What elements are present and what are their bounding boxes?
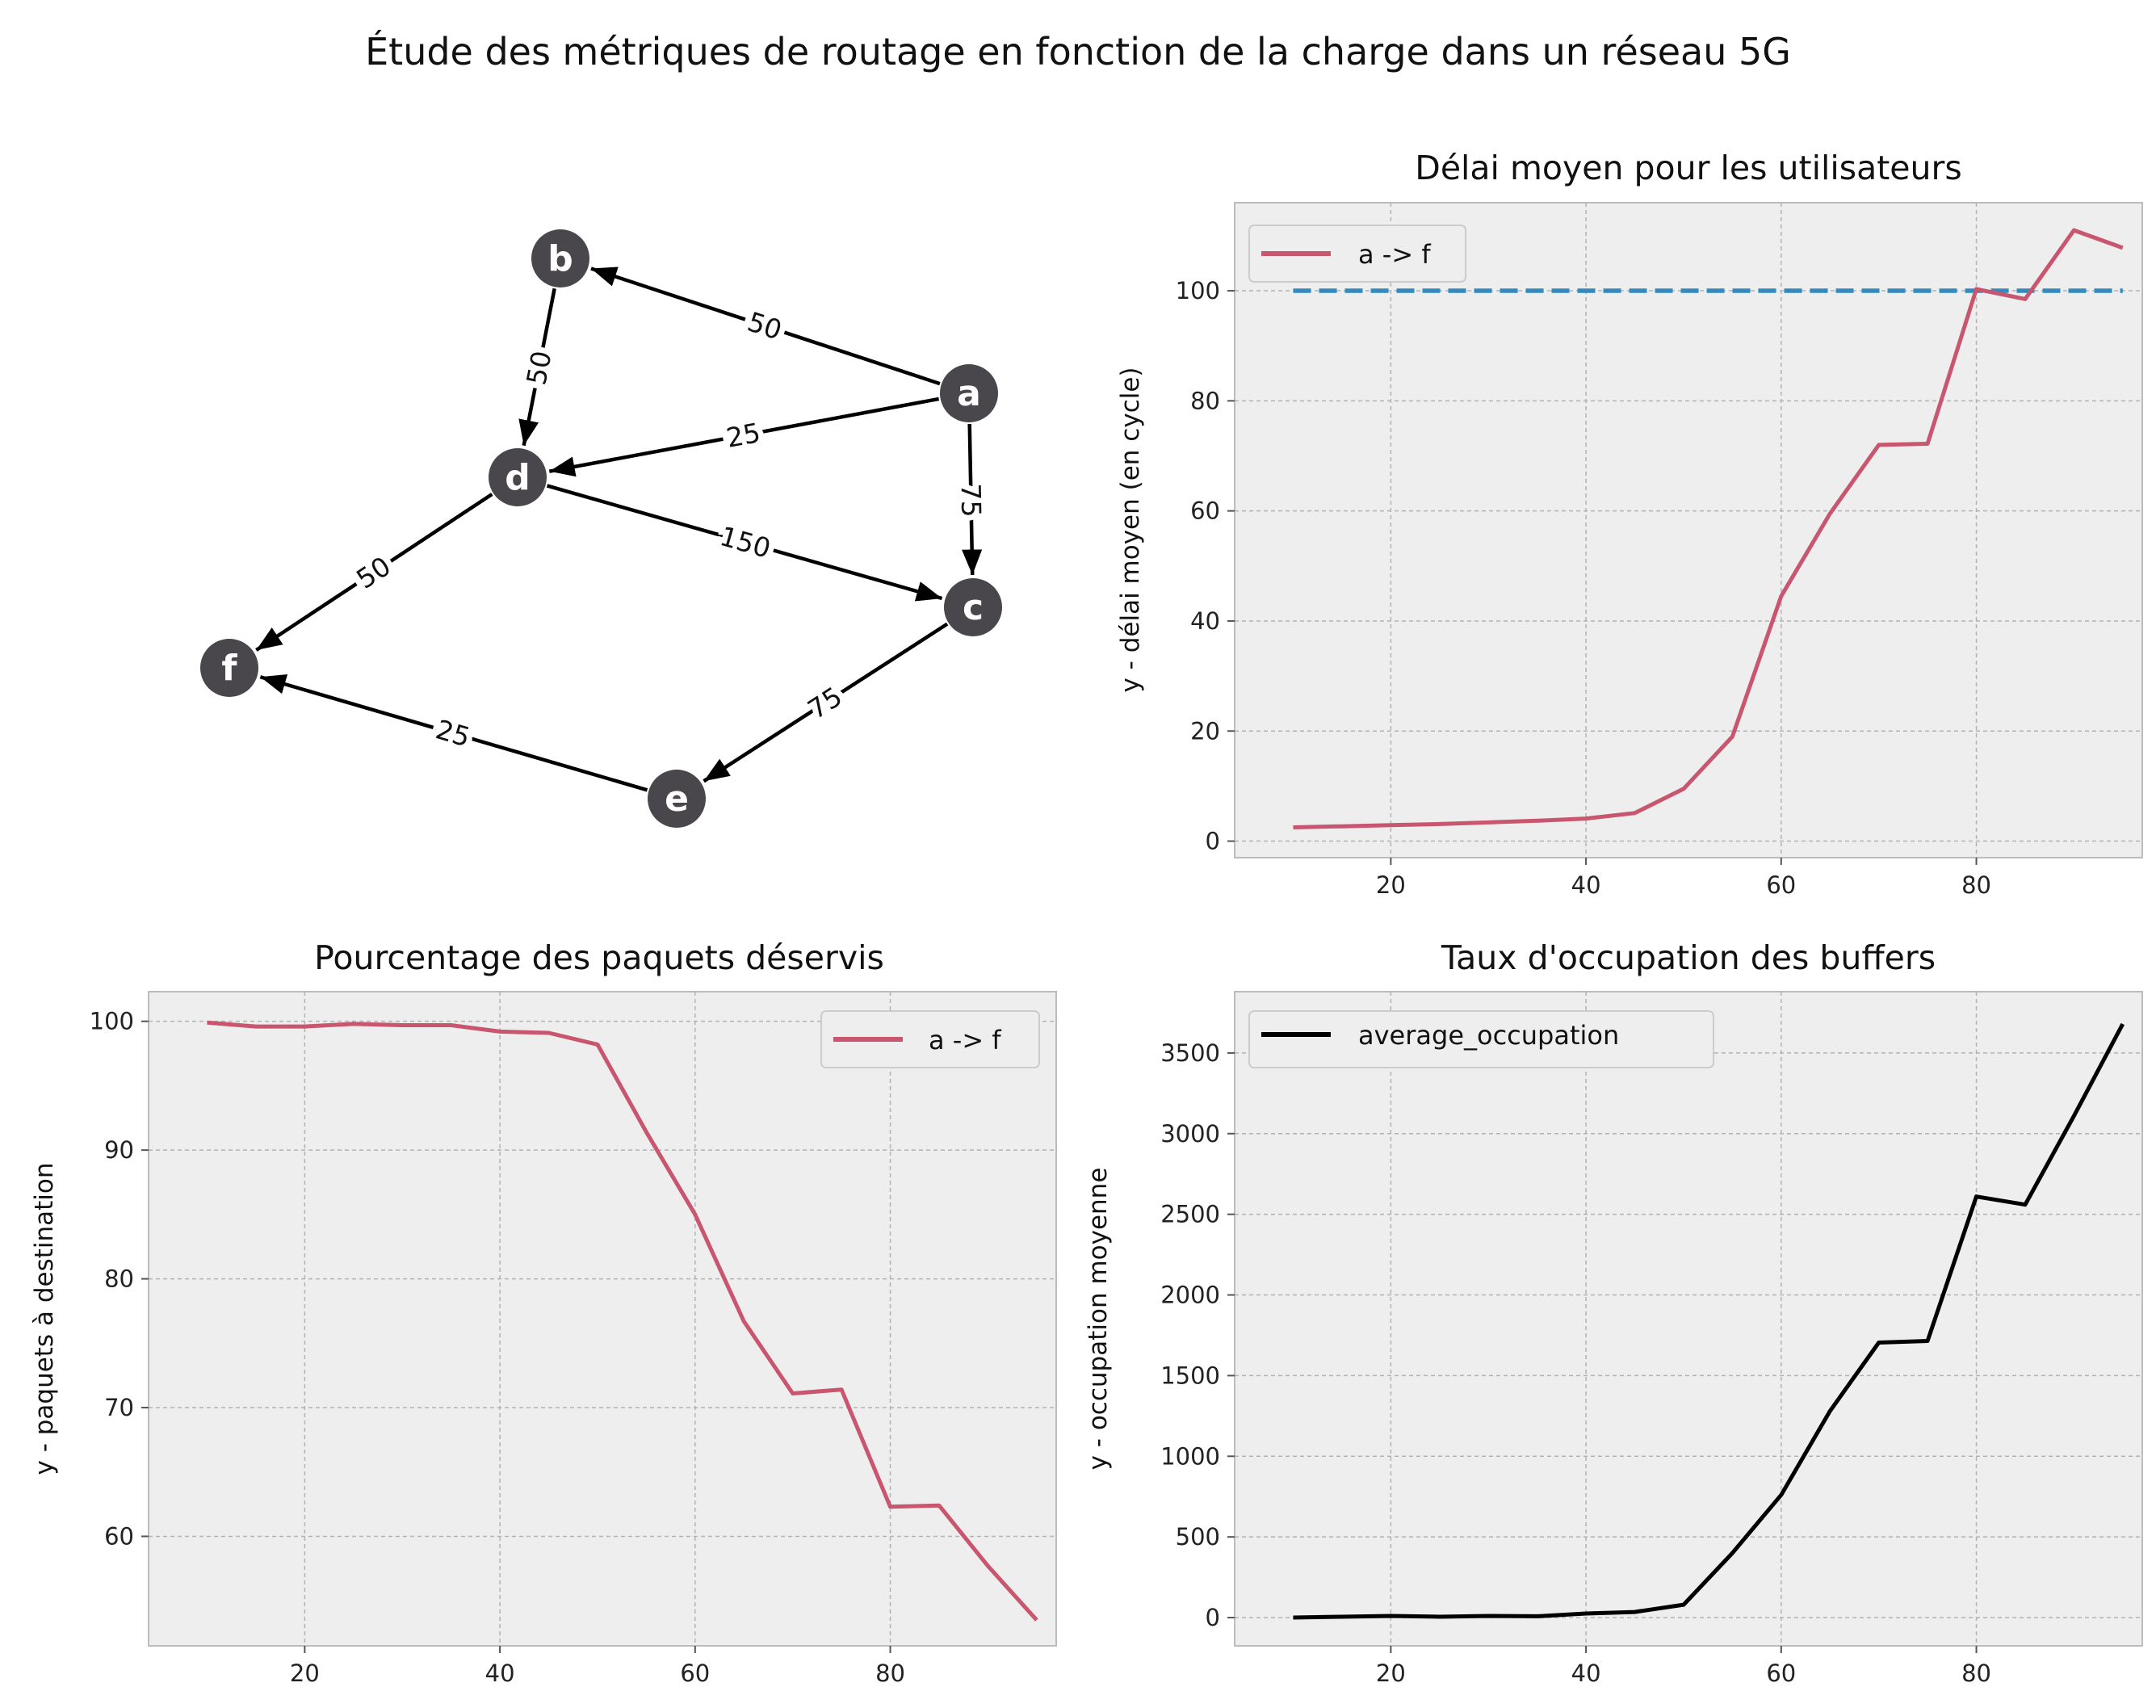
buffer-x-tick-label: 80: [1961, 1660, 1991, 1687]
graph-edge-label-a-c: 75: [955, 483, 988, 518]
delay-ticks: 20 40 60 80 0 20 40 60 80 100: [1176, 277, 1991, 899]
buffer-legend-box: [1248, 1010, 1714, 1068]
buffer-x-tick-label: 20: [1376, 1660, 1406, 1687]
delivered-x-tick-label: 20: [290, 1660, 320, 1687]
delivered-y-tick-label: 80: [104, 1265, 134, 1293]
graph-edge-a-b: [590, 266, 941, 386]
delivered-plot-area: [148, 991, 1057, 1647]
buffer-occupation-chart: Taux d'occupation des buffers 20 40 60 80 0 5…: [1084, 938, 2143, 1687]
delivered-legend-box: [820, 1010, 1040, 1068]
graph-edge-label-a-b: 50: [744, 305, 786, 346]
delay-y-tick-label: 40: [1190, 607, 1220, 635]
graph-node-label-d: d: [505, 457, 531, 498]
delivered-y-tick-label: 60: [104, 1522, 134, 1550]
graph-edge-labels: 50 25 75 50 150 50 75 25: [345, 300, 992, 758]
graph-node-b: [531, 229, 589, 287]
graph-node-label-c: c: [963, 587, 984, 628]
delay-chart: Délai moyen pour les utilisateurs 20 40 60…: [1116, 149, 2143, 899]
delay-y-tick-label: 100: [1176, 277, 1220, 304]
delivered-y-tick-label: 70: [104, 1394, 134, 1421]
buffer-y-axis-label: y - occupation moyenne: [1084, 1168, 1113, 1471]
graph-edge-label-c-e: 75: [802, 681, 847, 726]
delay-y-tick-label: 0: [1206, 828, 1220, 855]
graph-edge-a-d: [548, 397, 940, 477]
buffer-y-tick-label: 0: [1206, 1604, 1220, 1631]
graph-node-c: [944, 578, 1002, 636]
delay-x-tick-label: 60: [1766, 871, 1796, 899]
graph-edge-a-c: [962, 423, 983, 576]
delay-legend-box: [1248, 225, 1466, 283]
buffer-y-tick-label: 1500: [1160, 1362, 1220, 1389]
buffer-x-tick-label: 40: [1571, 1660, 1601, 1687]
graph-edge-e-f: [259, 674, 648, 792]
network-graph: 50 25 75 50 150 50 75 25 a b c d e f: [200, 229, 1002, 828]
delay-x-tick-label: 80: [1961, 871, 1991, 899]
graph-nodes: a b c d e f: [200, 229, 1002, 828]
buffer-series-line: [1293, 1022, 2125, 1620]
graph-node-label-f: f: [221, 648, 237, 689]
buffer-y-tick-label: 500: [1176, 1523, 1220, 1551]
graph-edge-label-b-d: 50: [520, 348, 557, 388]
delay-legend: a -> f: [1248, 225, 1466, 283]
graph-edge-label-d-c: 150: [716, 520, 774, 564]
delivered-packets-chart-title: Pourcentage des paquets déservis: [314, 938, 884, 977]
buffer-plot-area: [1234, 991, 2143, 1647]
delivered-y-tick-label: 100: [90, 1008, 134, 1035]
graph-edge-d-f: [255, 493, 493, 652]
delivered-x-tick-label: 60: [680, 1660, 710, 1687]
delay-legend-label: a -> f: [1358, 239, 1431, 270]
graph-edge-c-e: [703, 622, 949, 783]
delay-series: [1293, 228, 2124, 829]
graph-edge-label-d-f: 50: [350, 550, 396, 595]
graph-node-f: [200, 639, 258, 697]
delivered-ticks: 20 40 60 80 60 70 80 90 100: [90, 1008, 905, 1687]
buffer-ticks: 20 40 60 80 0 500 1000 1500 2000 2500 3000 3500: [1160, 1039, 1991, 1687]
graph-edge-label-a-d: 25: [724, 417, 762, 454]
graph-edges: [255, 266, 983, 792]
buffer-x-tick-label: 60: [1766, 1660, 1796, 1687]
buffer-y-tick-label: 3000: [1160, 1120, 1220, 1148]
delivered-x-tick-label: 80: [875, 1660, 905, 1687]
graph-node-label-e: e: [665, 778, 689, 820]
delay-y-tick-label: 80: [1190, 387, 1220, 414]
graph-edge-b-d: [518, 287, 556, 447]
delivered-packets-chart: Pourcentage des paquets déservis 20 40 60 8…: [30, 938, 1057, 1687]
delivered-x-tick-label: 40: [485, 1660, 515, 1687]
delay-y-tick-label: 20: [1190, 717, 1220, 745]
delivered-series: [207, 1020, 1038, 1622]
buffer-legend-label: average_occupation: [1358, 1020, 1619, 1051]
graph-edge-d-c: [546, 484, 943, 602]
buffer-y-tick-label: 2500: [1160, 1201, 1220, 1228]
graph-node-d: [489, 448, 547, 506]
delay-series-line: [1293, 228, 2124, 829]
delay-chart-title: Délai moyen pour les utilisateurs: [1415, 149, 1961, 187]
buffer-series: [1293, 1022, 2125, 1620]
delay-y-tick-label: 60: [1190, 497, 1220, 525]
graph-node-e: [648, 770, 706, 828]
delay-x-tick-label: 20: [1376, 871, 1406, 899]
delivered-y-axis-label: y - paquets à destination: [30, 1162, 59, 1475]
delivered-y-tick-label: 90: [104, 1136, 134, 1164]
delay-plot-area: [1234, 202, 2143, 858]
delay-x-tick-label: 40: [1571, 871, 1601, 899]
delivered-legend: a -> f: [820, 1010, 1040, 1068]
buffer-y-tick-label: 3500: [1160, 1039, 1220, 1067]
delay-grid: [1235, 203, 2142, 858]
buffer-y-tick-label: 2000: [1160, 1282, 1220, 1309]
figure-title: Étude des métriques de routage en foncti…: [365, 30, 1791, 73]
delivered-series-line: [207, 1020, 1038, 1622]
graph-edge-label-e-f: 25: [432, 713, 473, 753]
delay-y-axis-label: y - délai moyen (en cycle): [1116, 367, 1145, 692]
buffer-y-tick-label: 1000: [1160, 1442, 1220, 1470]
graph-node-label-b: b: [547, 238, 573, 279]
buffer-legend: average_occupation: [1248, 1010, 1714, 1068]
graph-node-label-a: a: [957, 373, 981, 414]
buffer-occupation-chart-title: Taux d'occupation des buffers: [1441, 938, 1936, 977]
delivered-legend-label: a -> f: [929, 1025, 1001, 1055]
graph-node-a: [940, 364, 998, 422]
